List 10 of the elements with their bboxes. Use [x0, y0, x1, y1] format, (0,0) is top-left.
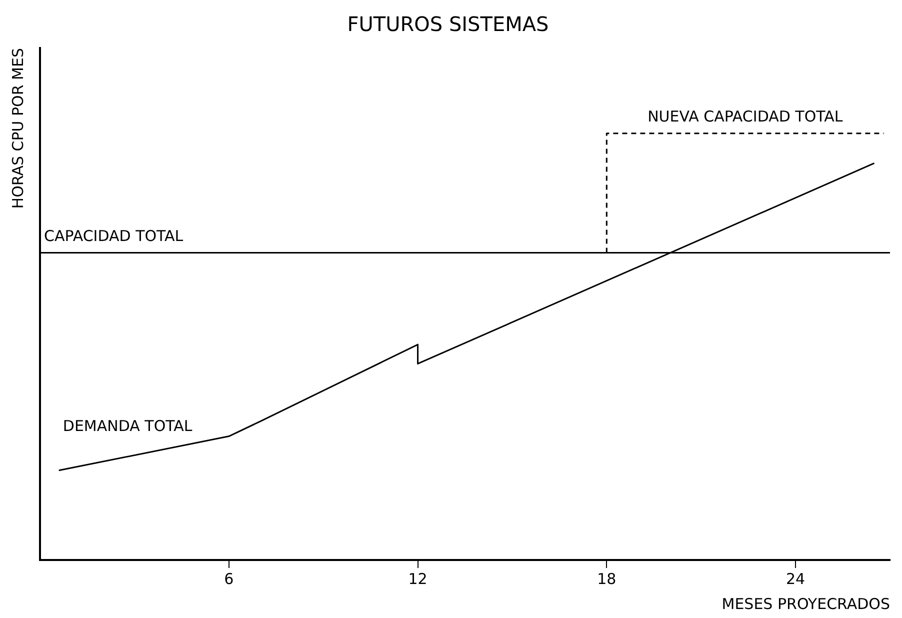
x-tick-label: 18 [597, 570, 616, 588]
x-axis-title: MESES PROYECRADOS [722, 594, 890, 613]
x-tick-label: 6 [224, 570, 234, 588]
series-label: CAPACIDAD TOTAL [44, 227, 184, 246]
y-axis-title: HORAS CPU POR MES [8, 48, 27, 209]
chart-title: FUTUROS SISTEMAS [347, 12, 549, 36]
series-label: NUEVA CAPACIDAD TOTAL [648, 108, 844, 126]
x-tick-label: 12 [408, 570, 428, 588]
x-tick-label: 24 [786, 570, 806, 588]
series-label: DEMANDA TOTAL [62, 417, 193, 436]
